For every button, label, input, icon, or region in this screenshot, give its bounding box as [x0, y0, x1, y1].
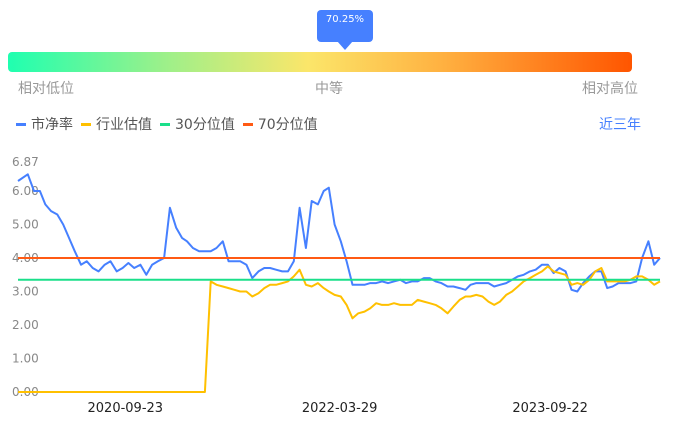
legend-swatch	[160, 122, 170, 126]
high-level-label: 相对高位	[582, 81, 638, 97]
legend-swatch	[16, 122, 26, 126]
percentile-value: 70.25%	[325, 14, 365, 25]
legend-label: 70分位值	[257, 117, 318, 133]
legend-item-pb[interactable]: 市净率	[16, 114, 73, 134]
y-tick-label: 6.87	[12, 155, 39, 169]
x-tick-label: 2023-09-22	[512, 401, 588, 416]
percentile-tooltip: 70.25%	[317, 10, 373, 50]
series-line-1	[18, 265, 661, 393]
low-level-label: 相对低位	[18, 81, 74, 97]
y-tick-label: 5.00	[12, 218, 39, 232]
pb-line-chart: 0.001.002.003.004.005.006.006.872020-09-…	[12, 155, 661, 416]
legend-swatch	[81, 122, 91, 126]
series-line-0	[17, 173, 661, 293]
legend-swatch	[242, 122, 253, 126]
chart-legend: 市净率 行业估值 30分位值 70分位值	[16, 114, 318, 134]
legend-label: 30分位值	[175, 117, 235, 133]
legend-label: 市净率	[31, 117, 73, 133]
mid-level-label: 中等	[315, 81, 343, 97]
valuation-gradient-bar	[8, 52, 632, 72]
x-tick-label: 2022-03-29	[302, 401, 378, 416]
y-tick-label: 2.00	[12, 318, 39, 332]
legend-item-p70[interactable]: 70分位值	[242, 114, 318, 134]
y-tick-label: 3.00	[12, 285, 39, 299]
legend-item-p30[interactable]: 30分位值	[160, 114, 235, 134]
y-tick-label: 1.00	[12, 352, 39, 366]
legend-label: 行业估值	[96, 117, 152, 133]
x-tick-label: 2020-09-23	[88, 401, 164, 416]
range-selector-3y[interactable]: 近三年	[599, 117, 641, 133]
legend-item-industry[interactable]: 行业估值	[81, 114, 152, 134]
